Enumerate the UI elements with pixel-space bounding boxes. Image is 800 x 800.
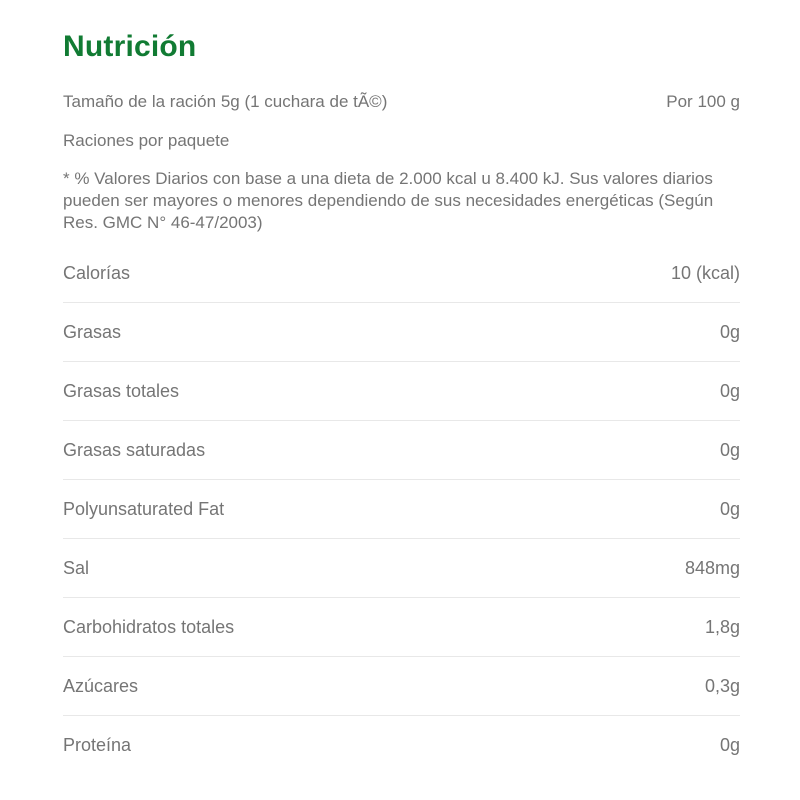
nutrient-value: 0g: [719, 380, 740, 401]
nutrient-row-fat: Grasas 0g: [63, 303, 740, 362]
nutrient-value: 10 (kcal): [670, 262, 740, 283]
nutrient-row-total-fat: Grasas totales 0g: [63, 362, 740, 421]
servings-per-package-label: Raciones por paquete: [63, 131, 230, 150]
nutrient-value: 0g: [719, 321, 740, 342]
nutrient-label: Grasas: [63, 321, 122, 342]
nutrient-label: Carbohidratos totales: [63, 616, 235, 637]
nutrient-label: Azúcares: [63, 675, 139, 696]
nutrient-row-saturated-fat: Grasas saturadas 0g: [63, 421, 740, 480]
nutrient-label: Grasas saturadas: [63, 439, 206, 460]
nutrient-value: 0g: [719, 439, 740, 460]
nutrient-label: Sal: [63, 557, 90, 578]
nutrition-table: Calorías 10 (kcal) Grasas 0g Grasas tota…: [63, 244, 740, 775]
nutrient-row-sugars: Azúcares 0,3g: [63, 657, 740, 716]
page-title: Nutrición: [63, 30, 197, 63]
nutrient-value: 0g: [719, 735, 740, 755]
nutrient-row-total-carbohydrates: Carbohidratos totales 1,8g: [63, 598, 740, 657]
serving-info-row: Tamaño de la ración 5g (1 cuchara de tÃ©…: [63, 92, 740, 112]
nutrient-value: 0g: [719, 498, 740, 519]
nutrient-row-polyunsaturated-fat: Polyunsaturated Fat 0g: [63, 480, 740, 539]
nutrient-value: 1,8g: [704, 616, 740, 637]
nutrient-row-protein: Proteína 0g: [63, 716, 740, 775]
nutrient-value: 848mg: [684, 557, 740, 578]
serving-size-label: Tamaño de la ración 5g (1 cuchara de tÃ©…: [63, 92, 388, 111]
nutrient-label: Polyunsaturated Fat: [63, 498, 225, 519]
nutrient-row-salt: Sal 848mg: [63, 539, 740, 598]
nutrient-label: Grasas totales: [63, 380, 180, 401]
nutrient-label: Proteína: [63, 735, 132, 755]
nutrient-row-calories: Calorías 10 (kcal): [63, 244, 740, 303]
per-100g-label: Por 100 g: [666, 92, 740, 111]
nutrient-label: Calorías: [63, 262, 131, 283]
daily-values-footnote: * % Valores Diarios con base a una dieta…: [63, 169, 714, 232]
nutrition-panel: Nutrición Tamaño de la ración 5g (1 cuch…: [63, 30, 740, 775]
nutrient-value: 0,3g: [704, 675, 740, 696]
